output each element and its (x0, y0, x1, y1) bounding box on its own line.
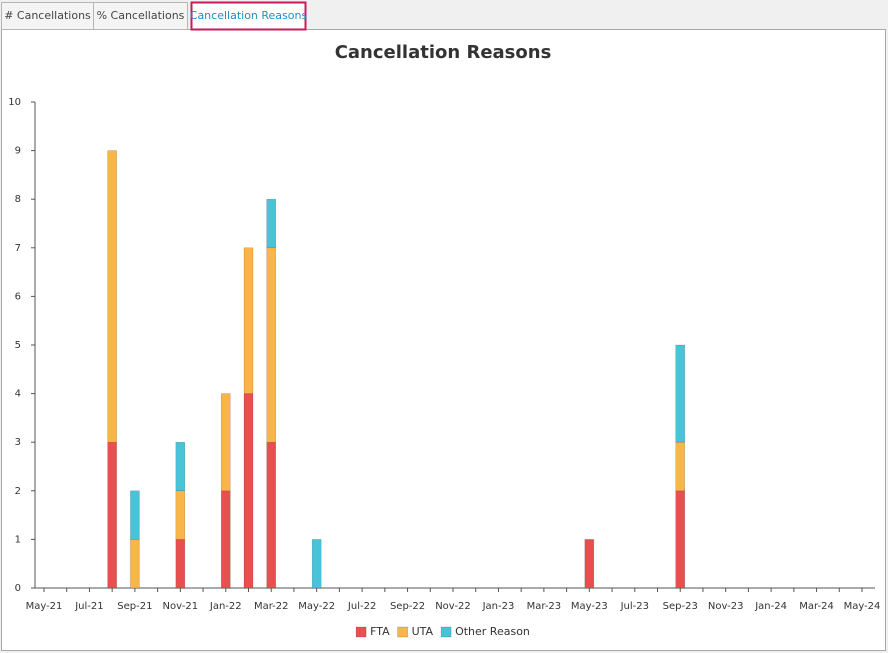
bar-segment (175, 539, 186, 589)
bar-segment (221, 393, 231, 492)
x-tick-label: Mar-23 (527, 601, 562, 612)
x-tick-label: Nov-21 (163, 601, 199, 612)
x-tick-label: Mar-22 (254, 601, 289, 612)
x-tick-label: Jan-22 (209, 601, 242, 612)
x-tick-label: Sep-22 (390, 601, 425, 612)
tab[interactable] (93, 2, 188, 30)
tab-label[interactable]: # Cancellations (4, 9, 91, 22)
bar-segment (584, 539, 595, 589)
y-tick-label: 0 (15, 583, 21, 594)
x-tick-label: Nov-23 (708, 601, 744, 612)
x-tick-label: Jul-21 (74, 601, 103, 612)
bar-segment (130, 490, 140, 540)
y-tick-label: 1 (15, 534, 21, 545)
legend-swatch (440, 626, 452, 638)
tab-label[interactable]: % Cancellations (97, 9, 185, 22)
bar-segment (266, 441, 276, 589)
y-tick-label: 8 (15, 194, 21, 205)
y-tick-label: 4 (15, 389, 21, 400)
x-tick-label: May-22 (298, 601, 335, 612)
x-tick-label: May-21 (26, 601, 63, 612)
bar-segment (675, 344, 685, 443)
y-tick-label: 5 (15, 340, 21, 351)
legend-label: FTA (370, 625, 390, 638)
x-tick-label: May-23 (571, 601, 608, 612)
y-tick-label: 10 (8, 97, 21, 108)
x-tick-label: Mar-24 (799, 601, 834, 612)
y-tick-label: 6 (15, 291, 21, 302)
tab-label[interactable]: Cancellation Reasons (190, 9, 308, 22)
legend: FTA UTA Other Reason (355, 625, 530, 638)
bar-segment (175, 441, 186, 492)
tab[interactable] (1, 2, 94, 30)
x-tick-label: Sep-23 (663, 601, 698, 612)
bar-segment (675, 441, 685, 492)
y-tick-label: 2 (15, 486, 21, 497)
x-tick-label: Jul-23 (620, 601, 649, 612)
bar-segment (311, 539, 322, 589)
bar-segment (266, 198, 276, 249)
y-tick-label: 3 (15, 437, 21, 448)
legend-swatch (355, 626, 367, 638)
tab-bar: # Cancellations % Cancellations Cancellati… (1, 1, 308, 31)
y-tick-label: 9 (15, 146, 21, 157)
legend-label: UTA (412, 625, 434, 638)
bar-segment (675, 490, 685, 589)
x-tick-label: May-24 (844, 601, 881, 612)
bar-segment (175, 490, 186, 540)
chart-title: Cancellation Reasons (335, 42, 552, 63)
x-tick-label: Nov-22 (435, 601, 471, 612)
bar-segment (107, 150, 117, 443)
bar-segment (243, 247, 254, 394)
bar-segment (221, 490, 231, 589)
y-tick-label: 7 (15, 243, 21, 254)
bar-segment (107, 441, 117, 589)
legend-swatch (397, 626, 408, 638)
chart-frame (1, 29, 886, 651)
bar-segment (266, 247, 276, 443)
x-tick-label: Jul-22 (347, 601, 376, 612)
x-tick-label: Sep-21 (117, 601, 152, 612)
x-tick-label: Jan-24 (754, 601, 787, 612)
x-tick-label: Jan-23 (482, 601, 515, 612)
bar-segment (130, 539, 140, 589)
bar-segment (243, 393, 254, 589)
tab[interactable] (190, 1, 307, 31)
legend-label: Other Reason (455, 625, 530, 638)
